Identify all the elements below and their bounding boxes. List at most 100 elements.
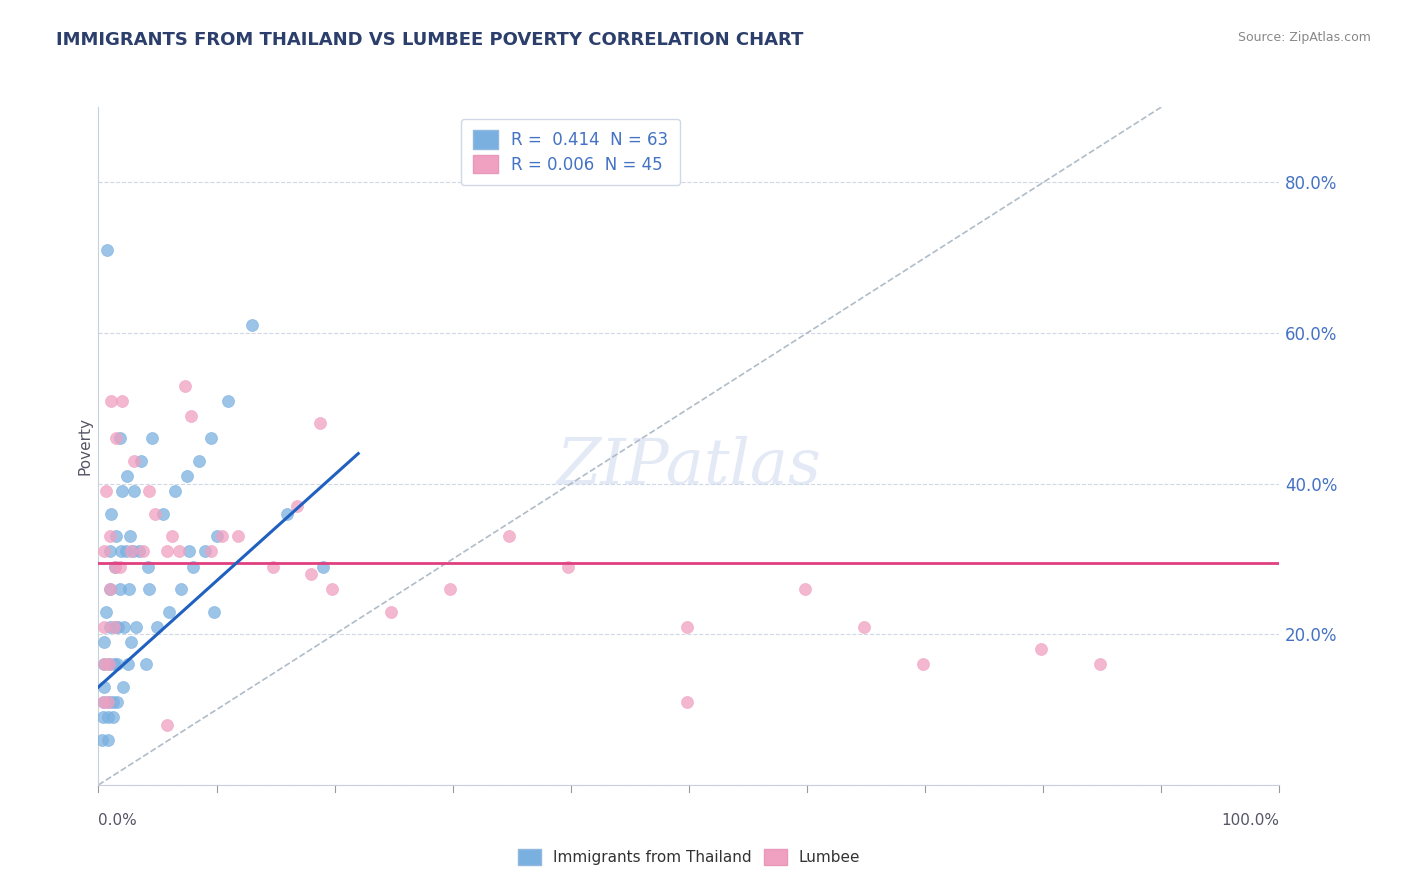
Point [104, 620, 127, 634]
Point [136, 559, 159, 574]
Point [93, 657, 115, 672]
Text: IMMIGRANTS FROM THAILAND VS LUMBEE POVERTY CORRELATION CHART: IMMIGRANTS FROM THAILAND VS LUMBEE POVER… [56, 31, 804, 49]
Point [128, 544, 150, 558]
Y-axis label: Poverty: Poverty [77, 417, 93, 475]
Point [157, 605, 180, 619]
Point [312, 559, 335, 574]
Point [439, 582, 461, 596]
Point [104, 559, 127, 574]
Point [181, 559, 204, 574]
Point [217, 393, 239, 408]
Point [132, 544, 155, 558]
Point [100, 507, 122, 521]
Point [108, 559, 131, 574]
Point [100, 393, 122, 408]
Point [176, 469, 198, 483]
Point [103, 657, 125, 672]
Point [101, 710, 124, 724]
Point [93, 657, 115, 672]
Point [226, 529, 249, 543]
Point [211, 529, 233, 543]
Point [276, 507, 298, 521]
Point [156, 717, 179, 731]
Point [156, 544, 179, 558]
Point [112, 680, 135, 694]
Point [98, 695, 121, 709]
Point [98, 657, 121, 672]
Point [1088, 657, 1111, 672]
Point [202, 605, 225, 619]
Point [93, 635, 115, 649]
Point [120, 529, 142, 543]
Point [205, 529, 228, 543]
Point [170, 582, 193, 596]
Point [101, 695, 124, 709]
Point [98, 620, 121, 634]
Point [105, 432, 128, 446]
Point [675, 695, 697, 709]
Point [557, 559, 579, 574]
Point [793, 582, 815, 596]
Point [93, 620, 115, 634]
Point [97, 695, 120, 709]
Point [115, 469, 138, 483]
Point [111, 484, 134, 499]
Point [240, 318, 263, 333]
Point [143, 507, 166, 521]
Point [122, 484, 145, 499]
Point [94, 605, 117, 619]
Point [108, 582, 131, 596]
Point [104, 559, 127, 574]
Point [911, 657, 934, 672]
Point [98, 582, 121, 596]
Point [138, 582, 160, 596]
Point [117, 657, 139, 672]
Point [141, 432, 163, 446]
Point [91, 695, 114, 709]
Legend: R =  0.414  N = 63, R = 0.006  N = 45: R = 0.414 N = 63, R = 0.006 N = 45 [461, 119, 681, 186]
Point [852, 620, 875, 634]
Point [135, 657, 157, 672]
Point [200, 432, 222, 446]
Point [94, 484, 117, 499]
Point [675, 620, 697, 634]
Point [138, 484, 160, 499]
Point [105, 529, 128, 543]
Point [105, 657, 128, 672]
Point [110, 544, 132, 558]
Point [97, 732, 120, 747]
Point [111, 393, 134, 408]
Point [262, 559, 284, 574]
Point [167, 544, 190, 558]
Point [93, 680, 115, 694]
Point [146, 620, 169, 634]
Point [97, 710, 120, 724]
Point [98, 582, 121, 596]
Point [165, 484, 187, 499]
Point [200, 544, 222, 558]
Point [112, 620, 135, 634]
Point [285, 500, 308, 514]
Point [179, 544, 201, 558]
Point [98, 657, 121, 672]
Text: 100.0%: 100.0% [1222, 814, 1279, 828]
Point [299, 567, 322, 582]
Point [173, 378, 195, 392]
Point [121, 635, 143, 649]
Point [96, 243, 118, 257]
Point [187, 454, 209, 468]
Point [1029, 642, 1052, 657]
Point [125, 620, 148, 634]
Point [309, 417, 332, 431]
Point [98, 529, 121, 543]
Point [103, 620, 125, 634]
Point [129, 454, 152, 468]
Text: ZIPatlas: ZIPatlas [557, 435, 821, 497]
Point [98, 544, 121, 558]
Point [121, 544, 143, 558]
Point [105, 695, 128, 709]
Point [121, 544, 143, 558]
Point [91, 710, 114, 724]
Text: 0.0%: 0.0% [98, 814, 138, 828]
Legend: Immigrants from Thailand, Lumbee: Immigrants from Thailand, Lumbee [512, 843, 866, 871]
